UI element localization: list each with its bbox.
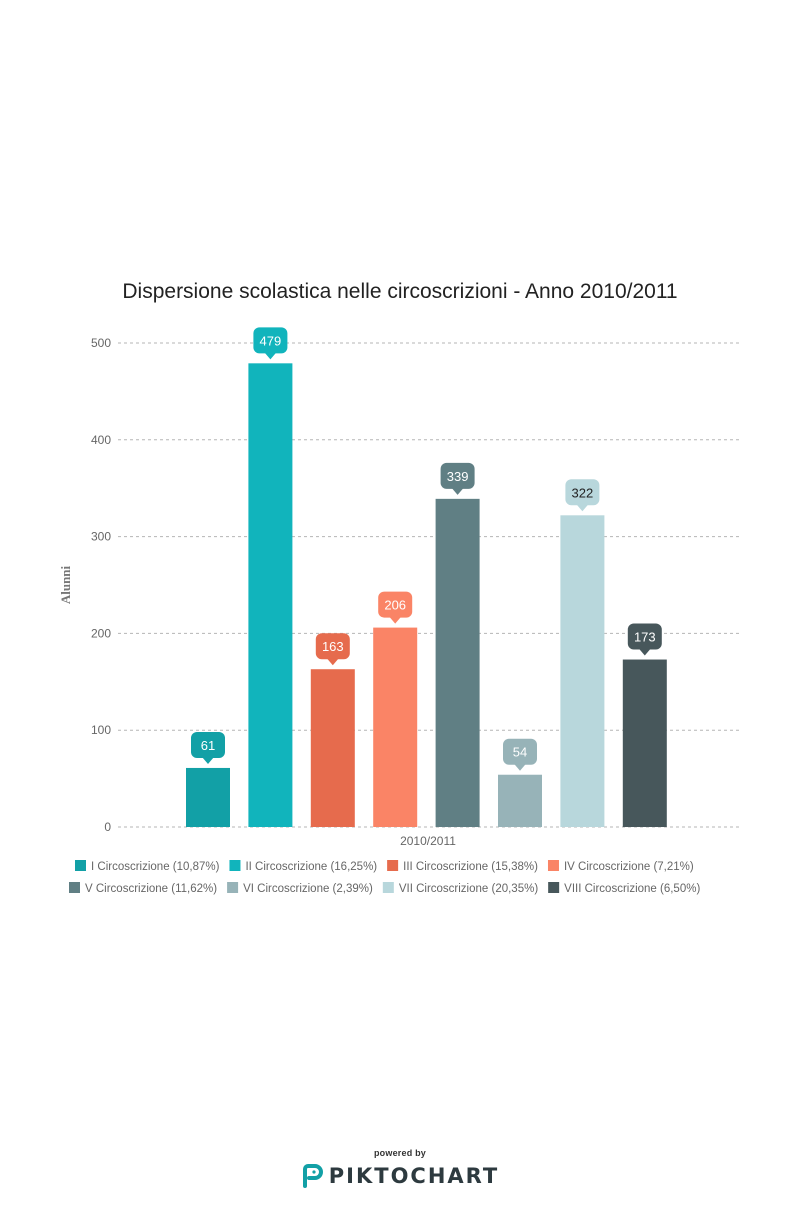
legend-label: V Circoscrizione (11,62%) [85, 883, 217, 895]
legend-label: III Circoscrizione (15,38%) [403, 861, 538, 873]
legend-swatch [69, 882, 80, 893]
data-label-pointer [202, 756, 214, 764]
data-label: 61 [191, 731, 225, 764]
legend-label: VI Circoscrizione (2,39%) [243, 883, 373, 895]
data-labels: 61 479 163 206 339 54 322 173 [191, 327, 662, 771]
bar[interactable] [435, 498, 480, 827]
bar[interactable] [310, 669, 355, 827]
data-label-text: 61 [201, 738, 215, 753]
data-label: 206 [378, 591, 413, 624]
y-tick-label: 100 [91, 723, 111, 737]
y-tick-label: 300 [91, 530, 111, 544]
bar[interactable] [498, 774, 542, 827]
y-tick-label: 200 [91, 626, 111, 640]
legend-label: VII Circoscrizione (20,35%) [399, 883, 538, 895]
legend-item[interactable]: IV Circoscrizione (7,21%) [547, 860, 694, 873]
bar[interactable] [560, 515, 605, 827]
bar[interactable] [248, 363, 293, 827]
legend-item[interactable]: V Circoscrizione (11,62%) [69, 882, 217, 895]
legend-item[interactable]: VII Circoscrizione (20,35%) [382, 882, 538, 895]
data-label-bubble [503, 738, 537, 765]
data-label: 339 [440, 462, 475, 495]
data-label-pointer [638, 648, 651, 656]
legend-swatch [229, 860, 241, 871]
bar[interactable] [186, 767, 230, 827]
data-label-text: 163 [322, 639, 344, 654]
legend-item[interactable]: VI Circoscrizione (2,39%) [227, 882, 373, 895]
y-tick-label: 0 [104, 820, 111, 834]
footer: powered by PIKTOCHART [0, 1148, 800, 1188]
legend-swatch [548, 882, 560, 893]
legend-item[interactable]: III Circoscrizione (15,38%) [387, 860, 538, 873]
legend-swatch [75, 860, 86, 871]
data-label-bubble [253, 327, 288, 354]
data-label-pointer [389, 616, 402, 624]
legend-item[interactable]: I Circoscrizione (10,87%) [75, 860, 220, 873]
powered-by-text: powered by [373, 1148, 426, 1158]
data-label: 173 [627, 623, 662, 656]
legend-swatch [382, 882, 394, 893]
data-label-bubble [565, 479, 600, 506]
data-label-pointer [451, 487, 464, 495]
data-label-text: 322 [572, 485, 594, 500]
data-label-text: 339 [447, 469, 469, 484]
bar[interactable] [373, 627, 418, 827]
data-label-pointer [326, 658, 339, 666]
data-label-pointer [264, 352, 277, 360]
data-label-text: 54 [513, 745, 527, 760]
legend-label: II Circoscrizione (16,25%) [245, 861, 377, 873]
legend-item[interactable]: VIII Circoscrizione (6,50%) [548, 882, 700, 895]
legend-label: IV Circoscrizione (7,21%) [564, 861, 694, 873]
x-axis-label: 2010/2011 [400, 834, 456, 848]
brand-name: PIKTOCHART [328, 1164, 500, 1188]
data-label-bubble [627, 623, 662, 650]
y-axis-label: Alunni [58, 565, 73, 604]
data-label-text: 173 [634, 630, 656, 645]
data-label-text: 206 [384, 598, 406, 613]
data-label: 163 [315, 633, 350, 666]
data-label-pointer [576, 504, 589, 512]
bar-chart: Dispersione scolastica nelle circoscrizi… [58, 280, 741, 895]
data-label-pointer [514, 763, 526, 771]
y-tick-label: 400 [91, 433, 111, 447]
data-label-bubble [315, 633, 350, 660]
legend-label: I Circoscrizione (10,87%) [91, 861, 220, 873]
bars [186, 363, 667, 827]
piktochart-logo-icon [302, 1164, 323, 1188]
legend-item[interactable]: II Circoscrizione (16,25%) [229, 860, 377, 873]
y-tick-label: 500 [91, 336, 111, 350]
legend-label: VIII Circoscrizione (6,50%) [564, 883, 700, 895]
data-label-bubble [378, 591, 413, 618]
data-label-bubble [191, 731, 225, 758]
data-label: 479 [253, 327, 288, 360]
legend-swatch [547, 860, 559, 871]
chart-title: Dispersione scolastica nelle circoscrizi… [122, 280, 677, 303]
data-label-text: 479 [260, 333, 282, 348]
legend-swatch [387, 860, 399, 871]
legend-swatch [227, 882, 239, 893]
legend: I Circoscrizione (10,87%) II Circoscrizio… [69, 860, 700, 895]
data-label: 54 [503, 738, 537, 771]
bar[interactable] [622, 659, 667, 827]
brand[interactable]: PIKTOCHART [0, 1164, 800, 1188]
data-label: 322 [565, 479, 600, 512]
data-label-bubble [440, 462, 475, 489]
